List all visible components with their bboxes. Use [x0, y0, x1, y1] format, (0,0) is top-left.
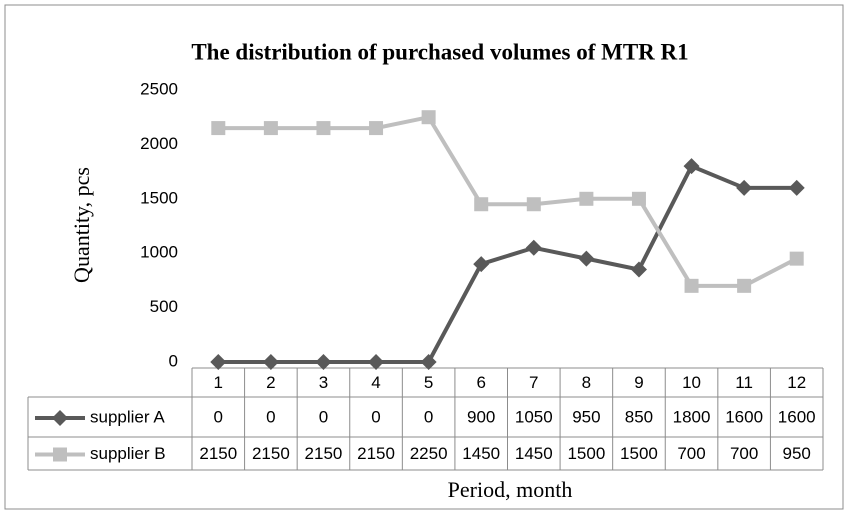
legend-marker — [53, 447, 67, 462]
table-value: 700 — [677, 444, 705, 463]
table-value: 900 — [467, 407, 495, 426]
table-value: 0 — [424, 407, 433, 426]
y-tick-label: 0 — [169, 351, 178, 370]
y-tick-label: 2500 — [140, 79, 178, 98]
table-value: 1050 — [515, 407, 553, 426]
table-value: 850 — [625, 407, 653, 426]
marker — [473, 256, 490, 273]
marker — [683, 158, 700, 175]
legend-marker — [52, 410, 68, 426]
marker — [684, 278, 699, 293]
table-value: 1600 — [778, 407, 816, 426]
marker — [474, 197, 489, 212]
marker — [211, 121, 226, 136]
table-value: 1450 — [462, 444, 500, 463]
table-value: 1800 — [673, 407, 711, 426]
x-tick-label: 5 — [424, 373, 433, 392]
y-axis-label: Quantity, pcs — [69, 167, 94, 283]
table-value: 1500 — [620, 444, 658, 463]
chart-title: The distribution of purchased volumes of… — [191, 39, 688, 64]
marker — [789, 251, 804, 266]
table-value: 950 — [572, 407, 600, 426]
x-tick-label: 1 — [214, 373, 223, 392]
x-tick-label: 11 — [735, 373, 753, 392]
marker — [579, 191, 594, 206]
table-value: 0 — [371, 407, 380, 426]
marker — [788, 179, 805, 196]
y-tick-label: 500 — [150, 297, 178, 316]
legend-label: supplier A — [90, 407, 165, 426]
x-tick-label: 4 — [371, 373, 380, 392]
marker — [526, 197, 541, 212]
marker — [263, 121, 278, 136]
table-value: 1600 — [725, 407, 763, 426]
table-value: 1500 — [567, 444, 605, 463]
marker — [420, 354, 437, 370]
legend-label: supplier B — [90, 444, 166, 463]
x-tick-label: 7 — [529, 373, 538, 392]
marker — [578, 250, 595, 267]
x-tick-label: 10 — [682, 373, 701, 392]
x-tick-label: 3 — [319, 373, 328, 392]
x-tick-label: 2 — [266, 373, 275, 392]
table-value: 2150 — [357, 444, 395, 463]
y-tick-label: 2000 — [140, 134, 178, 153]
table-value: 2150 — [252, 444, 290, 463]
table-value: 0 — [214, 407, 223, 426]
marker — [525, 239, 542, 256]
marker — [210, 354, 227, 370]
table-value: 2250 — [410, 444, 448, 463]
x-tick-label: 9 — [634, 373, 643, 392]
table-value: 2150 — [199, 444, 237, 463]
marker — [316, 121, 331, 136]
series-line — [218, 114, 798, 288]
marker — [631, 191, 646, 206]
table-value: 950 — [783, 444, 811, 463]
marker — [630, 261, 647, 278]
table-value: 0 — [319, 407, 328, 426]
x-axis-label: Period, month — [448, 477, 573, 502]
table-value: 2150 — [305, 444, 343, 463]
table-value: 1450 — [515, 444, 553, 463]
marker — [369, 121, 384, 136]
series-line — [218, 163, 797, 364]
x-tick-label: 12 — [787, 373, 806, 392]
x-tick-label: 6 — [476, 373, 485, 392]
y-tick-label: 1000 — [140, 243, 178, 262]
marker — [737, 278, 752, 293]
marker — [368, 354, 385, 370]
table-value: 700 — [730, 444, 758, 463]
marker — [421, 110, 436, 125]
y-tick-label: 1500 — [140, 188, 178, 207]
marker — [736, 179, 753, 196]
x-tick-label: 8 — [582, 373, 591, 392]
chart-border — [4, 4, 844, 510]
marker — [315, 354, 332, 370]
marker — [262, 354, 279, 370]
table-value: 0 — [266, 407, 275, 426]
